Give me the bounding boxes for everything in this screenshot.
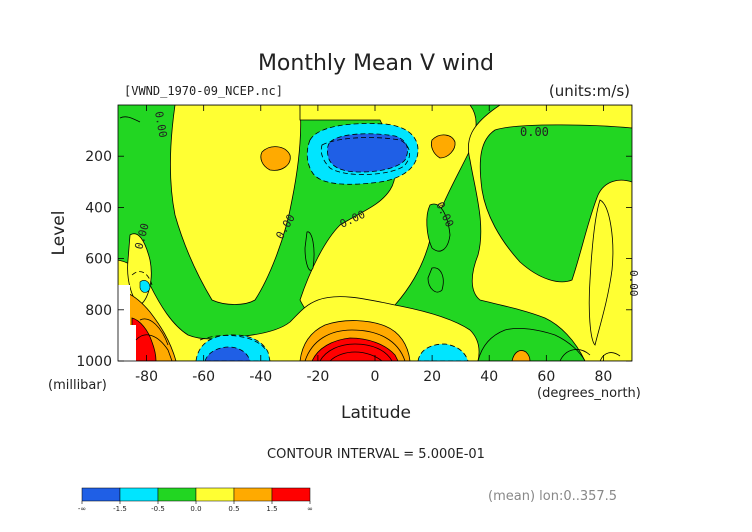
x-tick-label-1: -60 (192, 369, 215, 385)
solid-contour-2 (319, 343, 393, 361)
x-tick-label-7: 60 (537, 369, 555, 385)
orange-patch-200-left (260, 146, 291, 171)
colorbar-label-4: 0.5 (228, 505, 239, 513)
colorbar-label-0: -∞ (78, 505, 86, 513)
y-tick-label-4: 1000 (76, 354, 112, 370)
x-axis-label: Latitude (341, 403, 411, 423)
colorbar-swatch-0 (81, 487, 121, 502)
chart-title: Monthly Mean V wind (258, 51, 494, 76)
contour-field (118, 105, 632, 361)
zero-line-labels: 0.00 0.00 0.00 0.00 0.00 0.00 0.00 (132, 110, 640, 296)
y-tick-label-3: 800 (85, 303, 112, 319)
solid-contour-5 (139, 318, 169, 346)
y-axis: 200 400 600 800 1000 (76, 149, 632, 370)
y-axis-units: (millibar) (48, 378, 107, 393)
dashed-contour-3 (131, 271, 153, 286)
x-tick-label-6: 40 (480, 369, 498, 385)
green-island-3 (427, 267, 444, 293)
green-lower-right (477, 327, 586, 361)
file-label: [VWND_1970-09_NCEP.nc] (124, 84, 283, 98)
solid-contour-1 (304, 329, 406, 361)
blue-surface-south (204, 346, 251, 361)
colorbar-label-5: 1.5 (266, 505, 277, 513)
y-tick-label-1: 400 (85, 200, 112, 216)
green-island-1 (426, 203, 451, 252)
zero-label-6: 0.00 (520, 125, 549, 139)
x-tick-label-8: 80 (595, 369, 613, 385)
solid-contour-6 (119, 116, 141, 123)
x-axis: -80 -60 -40 -20 0 20 40 60 80 (135, 105, 612, 385)
colorbar-label-1: -1.5 (113, 505, 127, 513)
x-tick-label-0: -80 (135, 369, 158, 385)
solid-contour-8 (599, 352, 621, 361)
colorbar: -∞ -1.5 -0.5 0.0 0.5 1.5 ∞ (78, 487, 313, 513)
colorbar-label-3: 0.0 (190, 505, 201, 513)
colorbar-swatch-2 (157, 487, 197, 502)
colorbar-label-2: -0.5 (151, 505, 165, 513)
colorbar-swatch-4 (233, 487, 273, 502)
solid-contour-3 (329, 351, 383, 361)
red-near-surface-mid (311, 337, 399, 361)
red-left-edge (131, 317, 157, 361)
dashed-contour-1 (320, 137, 410, 175)
colorbar-swatch-5 (271, 487, 311, 502)
cyan-small-left (139, 280, 151, 293)
x-tick-label-5: 20 (423, 369, 441, 385)
green-island-2 (304, 231, 315, 271)
contour-interval: CONTOUR INTERVAL = 5.000E-01 (267, 447, 485, 462)
colorbar-label-6: ∞ (307, 505, 313, 513)
orange-patch-200-right (431, 134, 456, 159)
units-label: (units:m/s) (549, 82, 630, 100)
x-tick-label-4: 0 (371, 369, 380, 385)
colorbar-swatch-3 (195, 487, 235, 502)
orange-small-right (511, 350, 531, 361)
missing-data-patch (118, 285, 136, 361)
x-tick-label-3: -20 (306, 369, 329, 385)
cyan-surface-mid (417, 343, 469, 361)
colorbar-swatch-1 (119, 487, 159, 502)
zero-label-7: 0.00 (627, 270, 640, 297)
zero-label-1: 0.00 (152, 110, 169, 138)
x-axis-units: (degrees_north) (537, 386, 641, 401)
x-tick-label-2: -40 (249, 369, 272, 385)
y-tick-label-2: 600 (85, 252, 112, 268)
y-tick-label-0: 200 (85, 149, 112, 165)
yellow-right-tongue (588, 199, 614, 346)
solid-contour-7 (559, 349, 591, 361)
y-axis-label: Level (49, 211, 69, 256)
blue-jet-core (327, 133, 408, 173)
solid-contour-4 (135, 334, 173, 361)
dashed-contour-2 (199, 335, 267, 351)
footer-note: (mean) lon:0..357.5 (488, 489, 617, 504)
